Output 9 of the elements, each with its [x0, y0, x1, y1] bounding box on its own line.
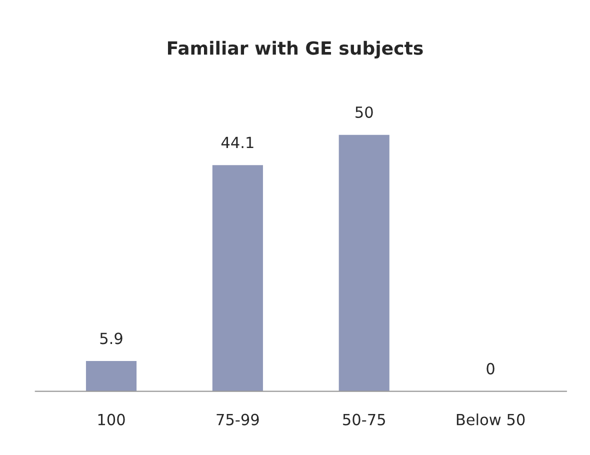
data-label: 5.9	[100, 332, 122, 344]
x-tick-label: 50-75	[343, 414, 385, 426]
x-tick-label: 100	[98, 414, 125, 426]
data-label: 44.1	[221, 136, 254, 148]
x-tick-label: Below 50	[456, 414, 525, 426]
chart-title: Familiar with GE subjects	[168, 40, 423, 58]
x-tick-label: 75-99	[216, 414, 259, 426]
data-label: 0	[486, 362, 494, 374]
data-label: 50	[356, 106, 373, 118]
